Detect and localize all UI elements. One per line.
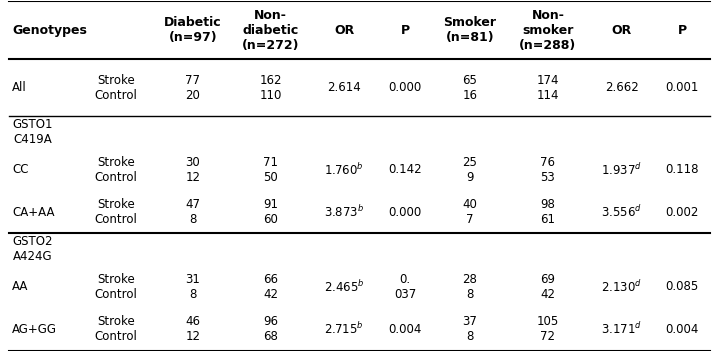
Text: 37
8: 37 8 — [462, 315, 477, 343]
Text: 0.000: 0.000 — [388, 81, 421, 94]
Text: 0.002: 0.002 — [666, 206, 699, 219]
Text: AG+GG: AG+GG — [12, 323, 57, 336]
Text: 0.004: 0.004 — [666, 323, 699, 336]
Text: OR: OR — [611, 24, 632, 37]
Text: 65
16: 65 16 — [462, 74, 477, 102]
Text: 98
61: 98 61 — [541, 198, 556, 226]
Text: CC: CC — [12, 163, 29, 176]
Text: 96
68: 96 68 — [263, 315, 278, 343]
Text: 40
7: 40 7 — [462, 198, 477, 226]
Text: P: P — [400, 24, 410, 37]
Text: Stroke
Control: Stroke Control — [94, 198, 137, 226]
Text: 2.465$^{b}$: 2.465$^{b}$ — [324, 279, 365, 295]
Text: 46
12: 46 12 — [186, 315, 200, 343]
Text: Stroke
Control: Stroke Control — [94, 156, 137, 184]
Text: 174
114: 174 114 — [536, 74, 559, 102]
Text: Genotypes: Genotypes — [12, 24, 87, 37]
Text: 162
110: 162 110 — [260, 74, 282, 102]
Text: 2.614: 2.614 — [327, 81, 361, 94]
Text: 28
8: 28 8 — [462, 273, 477, 301]
Text: CA+AA: CA+AA — [12, 206, 55, 219]
Text: 47
8: 47 8 — [186, 198, 200, 226]
Text: 0.118: 0.118 — [666, 163, 699, 176]
Text: GSTO1
C419A: GSTO1 C419A — [12, 118, 52, 146]
Text: 3.873$^{b}$: 3.873$^{b}$ — [324, 204, 365, 220]
Text: 66
42: 66 42 — [263, 273, 278, 301]
Text: 0.004: 0.004 — [388, 323, 421, 336]
Text: 77
20: 77 20 — [186, 74, 200, 102]
Text: 25
9: 25 9 — [462, 156, 477, 184]
Text: 0.000: 0.000 — [388, 206, 421, 219]
Text: Stroke
Control: Stroke Control — [94, 74, 137, 102]
Text: 30
12: 30 12 — [186, 156, 200, 184]
Text: Non-
smoker
(n=288): Non- smoker (n=288) — [519, 9, 577, 52]
Text: All: All — [12, 81, 27, 94]
Text: Smoker
(n=81): Smoker (n=81) — [444, 16, 497, 44]
Text: 2.662: 2.662 — [605, 81, 638, 94]
Text: 91
60: 91 60 — [263, 198, 278, 226]
Text: 3.171$^{d}$: 3.171$^{d}$ — [601, 321, 642, 337]
Text: Stroke
Control: Stroke Control — [94, 315, 137, 343]
Text: Diabetic
(n=97): Diabetic (n=97) — [164, 16, 221, 44]
Text: GSTO2
A424G: GSTO2 A424G — [12, 235, 52, 263]
Text: AA: AA — [12, 280, 29, 293]
Text: 3.556$^{d}$: 3.556$^{d}$ — [601, 204, 642, 220]
Text: 0.001: 0.001 — [666, 81, 699, 94]
Text: 0.085: 0.085 — [666, 280, 699, 293]
Text: 2.130$^{d}$: 2.130$^{d}$ — [601, 279, 642, 295]
Text: 2.715$^{b}$: 2.715$^{b}$ — [324, 321, 365, 337]
Text: Stroke
Control: Stroke Control — [94, 273, 137, 301]
Text: 0.
037: 0. 037 — [394, 273, 416, 301]
Text: 71
50: 71 50 — [263, 156, 278, 184]
Text: 0.142: 0.142 — [388, 163, 422, 176]
Text: 76
53: 76 53 — [541, 156, 556, 184]
Text: 69
42: 69 42 — [541, 273, 556, 301]
Text: 1.937$^{d}$: 1.937$^{d}$ — [601, 162, 642, 177]
Text: 1.760$^{b}$: 1.760$^{b}$ — [324, 162, 365, 177]
Text: 105
72: 105 72 — [537, 315, 559, 343]
Text: Non-
diabetic
(n=272): Non- diabetic (n=272) — [242, 9, 299, 52]
Text: 31
8: 31 8 — [186, 273, 200, 301]
Text: P: P — [678, 24, 687, 37]
Text: OR: OR — [334, 24, 354, 37]
